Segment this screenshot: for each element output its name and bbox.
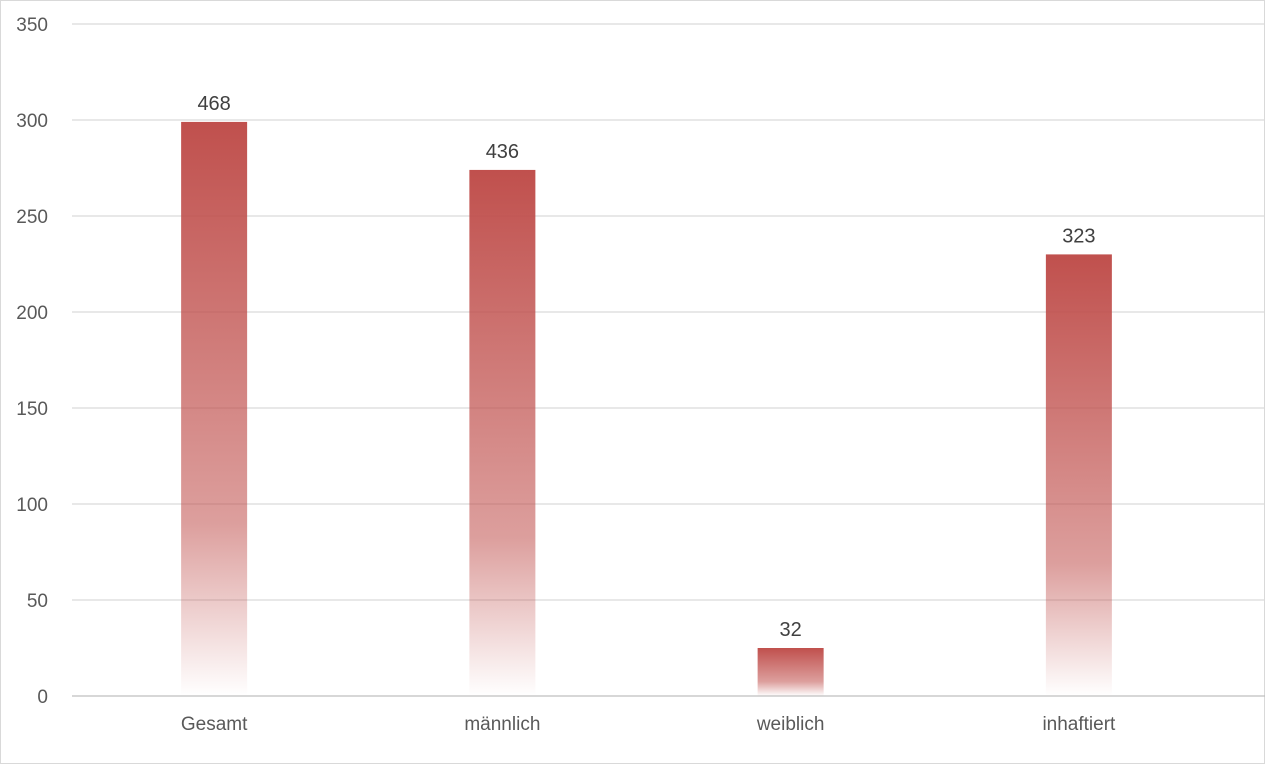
- data-label: 32: [780, 619, 802, 641]
- x-category-label: männlich: [464, 714, 540, 735]
- y-tick-label: 250: [16, 207, 48, 228]
- y-tick-label: 350: [16, 15, 48, 36]
- x-axis-category-labels: Gesamt männlich weiblich inhaftiert: [181, 714, 1116, 735]
- data-label: 468: [197, 93, 230, 115]
- data-label: 436: [486, 141, 519, 163]
- y-tick-label: 200: [16, 303, 48, 324]
- y-tick-label: 0: [37, 687, 48, 708]
- x-category-label: Gesamt: [181, 714, 248, 735]
- x-category-label: inhaftiert: [1042, 714, 1116, 735]
- data-label: 323: [1062, 225, 1095, 247]
- bar: [469, 169, 536, 697]
- y-tick-label: 150: [16, 399, 48, 420]
- bar: [757, 648, 824, 696]
- y-tick-label: 300: [16, 111, 48, 132]
- y-axis-tick-labels: 0 50 100 150 200 250 300 350: [16, 15, 48, 708]
- x-category-label: weiblich: [756, 714, 825, 735]
- y-tick-label: 100: [16, 495, 48, 516]
- data-labels: 468 436 32 323: [197, 93, 1095, 641]
- bars: [181, 121, 1112, 697]
- y-tick-label: 50: [27, 591, 48, 612]
- bar: [1045, 254, 1112, 696]
- bar: [181, 121, 248, 697]
